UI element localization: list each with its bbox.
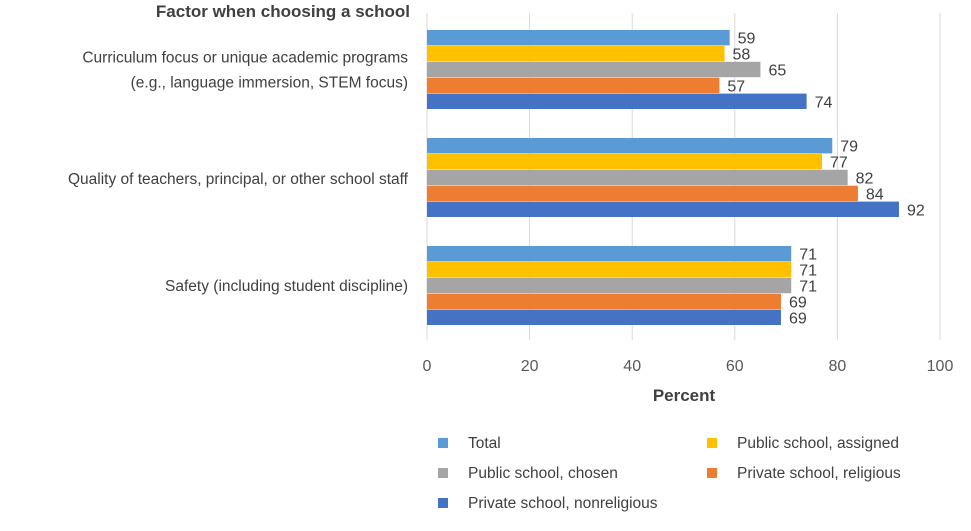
- x-axis-title: Percent: [653, 386, 716, 405]
- data-label-0-0: 59: [738, 31, 756, 48]
- bar-0-4: [427, 93, 807, 109]
- x-tick-label-2: 40: [623, 358, 641, 375]
- legend-label-2: Public school, chosen: [468, 465, 618, 482]
- data-label-1-3: 84: [866, 186, 884, 203]
- data-label-0-2: 65: [768, 63, 786, 80]
- data-label-1-4: 92: [907, 202, 925, 219]
- legend-label-3: Private school, religious: [737, 465, 901, 482]
- y-axis-title: Factor when choosing a school: [156, 2, 410, 21]
- category-label-1-0: Quality of teachers, principal, or other…: [68, 171, 409, 188]
- bar-0-3: [427, 77, 720, 94]
- legend: Total Public school, assigned Public schoo…: [438, 435, 901, 512]
- data-label-0-3: 57: [727, 78, 745, 95]
- category-label-2-0: Safety (including student discipline): [165, 278, 408, 295]
- legend-swatch-1: [707, 438, 717, 448]
- data-label-2-0: 71: [799, 247, 817, 264]
- x-tick-label-1: 20: [521, 358, 539, 375]
- bar-0-0: [427, 30, 730, 46]
- legend-label-1: Public school, assigned: [737, 435, 899, 452]
- data-label-0-4: 74: [815, 94, 833, 111]
- x-tick-label-0: 0: [423, 358, 432, 375]
- legend-swatch-3: [707, 468, 717, 478]
- bar-0-2: [427, 61, 761, 78]
- bar-2-3: [427, 293, 781, 310]
- data-label-2-3: 69: [789, 294, 807, 311]
- x-tick-label-4: 80: [829, 358, 847, 375]
- legend-swatch-2: [438, 468, 448, 478]
- data-label-1-2: 82: [856, 171, 874, 188]
- bar-2-4: [427, 309, 781, 325]
- category-labels: Curriculum focus or unique academic prog…: [68, 50, 409, 296]
- bar-2-1: [427, 261, 792, 278]
- x-tick-labels: 0 20 40 60 80 100: [423, 358, 954, 375]
- legend-label-0: Total: [468, 435, 501, 452]
- category-label-0-1: (e.g., language immersion, STEM focus): [131, 75, 408, 92]
- legend-swatch-0: [438, 438, 448, 448]
- data-label-2-1: 71: [799, 263, 817, 280]
- data-label-1-0: 79: [840, 139, 858, 156]
- x-tick-label-3: 60: [726, 358, 744, 375]
- data-label-2-4: 69: [789, 310, 807, 327]
- x-tick-label-5: 100: [927, 358, 954, 375]
- bar-2-2: [427, 277, 792, 294]
- data-label-1-1: 77: [830, 155, 848, 172]
- bar-1-3: [427, 185, 858, 202]
- legend-label-4: Private school, nonreligious: [468, 495, 658, 512]
- data-label-2-2: 71: [799, 279, 817, 296]
- bar-1-0: [427, 138, 833, 154]
- bar-2-0: [427, 246, 792, 262]
- category-label-0-0: Curriculum focus or unique academic prog…: [82, 50, 408, 67]
- bar-0-1: [427, 45, 725, 62]
- legend-swatch-4: [438, 498, 448, 508]
- bar-1-1: [427, 153, 823, 170]
- bar-1-2: [427, 169, 848, 186]
- data-label-0-1: 58: [733, 47, 751, 64]
- bar-1-4: [427, 201, 899, 217]
